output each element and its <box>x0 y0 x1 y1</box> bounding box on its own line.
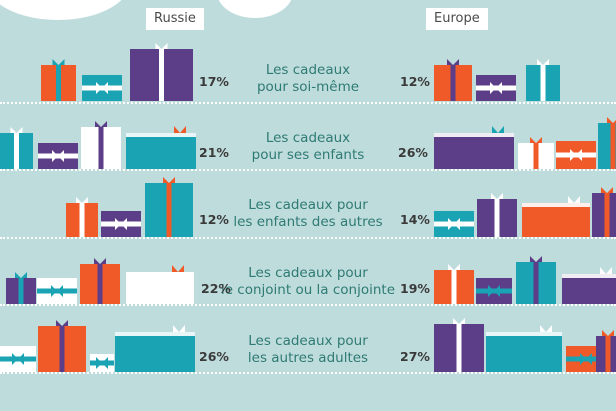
value-russie: 12% <box>199 212 229 227</box>
gift-box <box>477 193 517 237</box>
gift-box <box>81 121 121 169</box>
gift-box <box>596 330 616 372</box>
gift-box <box>562 267 616 304</box>
gift-box <box>0 346 36 372</box>
value-europe: 19% <box>400 281 430 296</box>
value-russie: 22% <box>201 281 231 296</box>
gift-box <box>90 354 114 372</box>
value-russie: 17% <box>199 74 229 89</box>
gift-box <box>434 59 472 101</box>
row-label: Les cadeaux pour les enfants des autres <box>203 197 413 231</box>
gift-box <box>592 187 616 237</box>
value-europe: 26% <box>398 145 428 160</box>
gift-box <box>145 177 193 237</box>
gift-box <box>80 258 120 304</box>
gift-box <box>434 264 474 304</box>
row-label-line: Les cadeaux <box>265 130 351 146</box>
gift-box <box>38 320 86 372</box>
row-label-line: Les cadeaux pour <box>248 265 368 281</box>
column-header-russie: Russie <box>146 8 204 30</box>
value-russie: 26% <box>199 349 229 364</box>
gift-box <box>598 117 616 169</box>
gift-box <box>126 265 194 304</box>
row-label: Les cadeaux pour le conjoint ou la conjo… <box>203 265 413 299</box>
value-europe: 14% <box>400 212 430 227</box>
gift-box <box>516 256 556 304</box>
row-label-line: les autres adultes <box>247 350 369 366</box>
gift-box <box>486 325 562 372</box>
gift-box <box>126 126 196 169</box>
row-label: Les cadeaux pour ses enfants <box>203 130 413 164</box>
row-separator <box>0 372 616 374</box>
gift-box <box>82 75 122 101</box>
row-label: Les cadeaux pour les autres adultes <box>203 333 413 367</box>
gift-box <box>434 211 474 237</box>
row-label-line: Les cadeaux <box>265 62 351 78</box>
row-label-line: pour soi-même <box>256 79 360 95</box>
row-label-line: Les cadeaux pour <box>248 197 368 213</box>
gift-box <box>476 278 512 304</box>
gift-box <box>37 278 77 304</box>
row-separator <box>0 237 616 239</box>
value-europe: 27% <box>400 349 430 364</box>
gift-box <box>522 196 590 237</box>
row-separator <box>0 102 616 104</box>
gift-box <box>0 127 33 169</box>
column-header-europe: Europe <box>426 8 488 30</box>
gift-box <box>434 318 484 372</box>
row-label-line: le conjoint ou la conjointe <box>220 282 396 298</box>
gift-box <box>101 211 141 237</box>
gift-box <box>556 141 596 169</box>
gift-box <box>130 43 193 101</box>
gift-box <box>115 325 195 372</box>
gift-box <box>38 143 78 169</box>
gift-box <box>6 272 36 304</box>
gift-box <box>476 75 516 101</box>
row-label-line: les enfants des autres <box>233 214 383 230</box>
row-label: Les cadeaux pour soi-même <box>203 62 413 96</box>
gift-box <box>66 197 98 237</box>
value-russie: 21% <box>199 145 229 160</box>
gift-box <box>518 137 554 169</box>
row-label-line: pour ses enfants <box>251 147 365 163</box>
row-label-line: Les cadeaux pour <box>248 333 368 349</box>
row-separator <box>0 304 616 306</box>
row-separator <box>0 169 616 171</box>
gift-box <box>434 126 514 169</box>
value-europe: 12% <box>400 74 430 89</box>
gift-box <box>526 59 560 101</box>
gift-box <box>41 59 76 101</box>
